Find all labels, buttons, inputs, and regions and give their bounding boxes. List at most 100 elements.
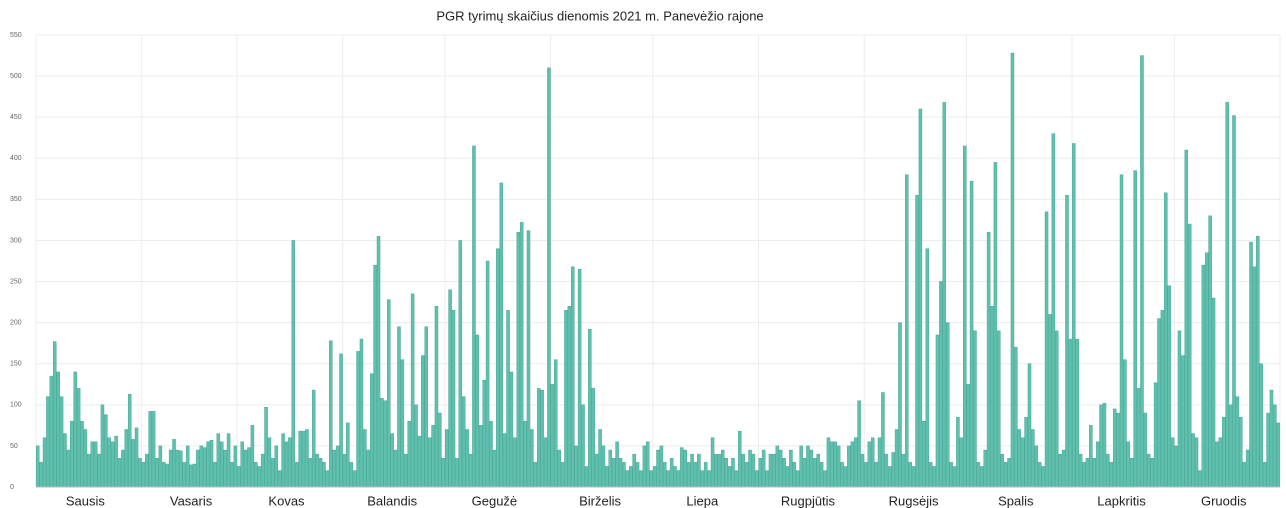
bar: [223, 449, 227, 488]
bar: [898, 322, 902, 488]
bar: [577, 269, 582, 488]
bar: [969, 181, 974, 488]
bar: [557, 449, 561, 488]
bar: [288, 437, 292, 488]
bar: [441, 458, 446, 488]
bar: [1106, 453, 1110, 488]
bar: [1095, 441, 1100, 488]
bar: [963, 145, 967, 488]
bar: [250, 425, 255, 488]
bar: [1269, 389, 1274, 488]
bar: [199, 445, 204, 488]
bar: [775, 445, 780, 488]
bar: [550, 384, 555, 488]
bar: [850, 441, 855, 488]
bar: [840, 462, 844, 488]
bar: [1085, 458, 1090, 488]
bar: [724, 458, 728, 488]
bar: [1259, 363, 1263, 488]
bar: [134, 427, 139, 488]
bar: [727, 466, 732, 488]
bar: [172, 439, 176, 488]
bar: [823, 470, 827, 488]
bar: [90, 441, 94, 488]
bar: [1020, 437, 1025, 488]
bar: [247, 447, 251, 488]
bar: [1017, 429, 1022, 488]
bar: [298, 430, 302, 488]
bar: [649, 470, 653, 488]
x-tick-label: Birželis: [579, 493, 621, 508]
bar: [209, 439, 214, 488]
bar: [366, 449, 371, 488]
bar: [635, 462, 640, 488]
bar: [945, 322, 950, 488]
bar: [513, 437, 517, 488]
bar: [809, 449, 814, 488]
bar: [772, 453, 776, 488]
bar: [1140, 55, 1144, 488]
bar: [646, 441, 650, 488]
bar: [543, 437, 548, 488]
bar: [608, 449, 613, 488]
bar: [502, 433, 507, 488]
bar: [778, 449, 783, 488]
bar: [301, 430, 306, 488]
bar: [1055, 330, 1059, 488]
bar: [1078, 453, 1083, 488]
bar: [874, 462, 878, 488]
bar: [237, 466, 241, 488]
bar: [499, 182, 503, 488]
bar: [703, 462, 708, 488]
bar: [359, 338, 364, 488]
bar: [1235, 396, 1240, 488]
bar: [935, 334, 940, 488]
bar: [332, 449, 336, 488]
bar: [192, 463, 197, 488]
bar: [1133, 170, 1137, 488]
y-tick-label: 550: [10, 32, 22, 39]
bar: [1014, 347, 1018, 488]
bar: [1058, 453, 1062, 488]
bar: [1160, 310, 1165, 488]
bar: [145, 453, 149, 488]
bar: [761, 449, 766, 488]
bar: [1112, 408, 1117, 488]
bar: [1273, 404, 1277, 488]
bar: [625, 470, 630, 488]
bar: [148, 411, 152, 488]
bar: [243, 449, 248, 488]
x-tick-label: Gruodis: [1201, 493, 1247, 508]
bar: [554, 359, 558, 488]
bar: [1256, 236, 1260, 488]
x-tick-label: Kovas: [268, 493, 305, 508]
bar: [162, 462, 166, 488]
bar: [1184, 149, 1189, 488]
bar: [1147, 453, 1151, 488]
bar: [138, 458, 142, 488]
bar: [1119, 174, 1124, 488]
bar: [1174, 445, 1178, 488]
bar: [676, 470, 681, 488]
bar: [1126, 441, 1131, 488]
bar: [1153, 382, 1158, 488]
bar: [346, 422, 350, 488]
bar: [39, 462, 43, 488]
x-tick-label: Liepa: [686, 493, 719, 508]
bar: [407, 421, 411, 488]
bar: [789, 449, 793, 488]
y-tick-label: 200: [10, 319, 22, 326]
bar: [97, 453, 101, 488]
bar: [73, 371, 77, 488]
bar: [697, 453, 701, 488]
bar: [1010, 52, 1015, 488]
bar: [131, 439, 135, 488]
y-tick-label: 0: [10, 484, 14, 491]
bar: [83, 429, 88, 488]
bar: [226, 433, 231, 488]
bar: [284, 441, 289, 488]
bar: [335, 445, 340, 488]
bar: [431, 425, 435, 488]
bar: [424, 326, 428, 488]
bar: [117, 458, 122, 488]
